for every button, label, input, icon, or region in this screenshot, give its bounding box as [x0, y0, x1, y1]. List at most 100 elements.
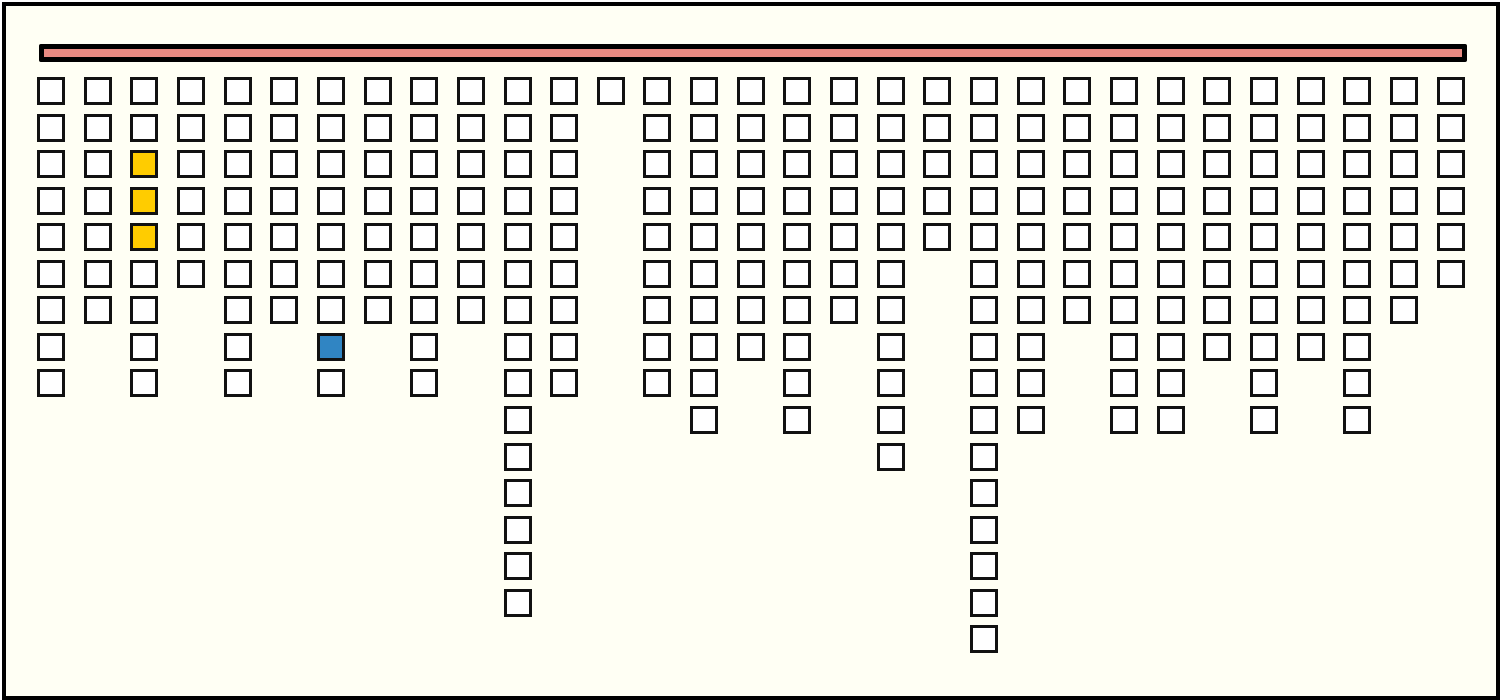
cell[interactable] — [923, 113, 952, 142]
cell[interactable] — [1296, 186, 1325, 215]
cell[interactable] — [1109, 77, 1138, 105]
cell[interactable] — [550, 332, 579, 361]
cell[interactable] — [363, 150, 392, 179]
cell[interactable] — [876, 296, 905, 325]
cell[interactable] — [1389, 150, 1418, 179]
cell[interactable] — [1156, 186, 1185, 215]
cell[interactable] — [643, 113, 672, 142]
cell[interactable] — [923, 77, 952, 105]
cell[interactable] — [1296, 77, 1325, 105]
cell[interactable] — [970, 552, 998, 581]
cell[interactable] — [643, 296, 672, 325]
cell[interactable] — [690, 186, 719, 215]
cell[interactable] — [1296, 332, 1325, 361]
cell[interactable] — [1016, 223, 1045, 252]
cell[interactable] — [410, 150, 439, 179]
cell[interactable] — [1109, 296, 1138, 325]
cell[interactable] — [690, 405, 719, 434]
cell[interactable] — [1156, 405, 1185, 434]
cell[interactable] — [176, 186, 205, 215]
cell[interactable] — [456, 113, 485, 142]
cell[interactable] — [503, 186, 532, 215]
cell[interactable] — [130, 259, 159, 288]
cell[interactable] — [1389, 296, 1418, 325]
cell[interactable] — [363, 223, 392, 252]
cell[interactable] — [1249, 332, 1278, 361]
cell[interactable] — [223, 296, 252, 325]
cell[interactable] — [83, 113, 112, 142]
cell[interactable] — [1203, 113, 1232, 142]
cell[interactable] — [1343, 259, 1372, 288]
cell[interactable] — [876, 186, 905, 215]
cell[interactable] — [1109, 186, 1138, 215]
cell[interactable] — [1436, 259, 1465, 288]
cell[interactable] — [736, 186, 765, 215]
cell[interactable] — [130, 113, 159, 142]
cell[interactable] — [550, 77, 579, 105]
cell[interactable] — [1296, 150, 1325, 179]
cell[interactable] — [1389, 186, 1418, 215]
cell[interactable] — [316, 150, 345, 179]
cell[interactable] — [316, 259, 345, 288]
cell[interactable] — [270, 223, 299, 252]
cell[interactable] — [363, 77, 392, 105]
cell[interactable] — [1436, 77, 1465, 105]
cell[interactable] — [1156, 369, 1185, 398]
cell-yellow[interactable] — [130, 223, 159, 252]
cell[interactable] — [1343, 405, 1372, 434]
cell[interactable] — [690, 113, 719, 142]
cell[interactable] — [410, 259, 439, 288]
cell[interactable] — [550, 223, 579, 252]
cell[interactable] — [223, 332, 252, 361]
cell[interactable] — [223, 77, 252, 105]
cell[interactable] — [363, 113, 392, 142]
cell[interactable] — [923, 150, 952, 179]
cell[interactable] — [690, 223, 719, 252]
cell[interactable] — [1063, 150, 1092, 179]
cell[interactable] — [1156, 223, 1185, 252]
cell[interactable] — [643, 369, 672, 398]
cell[interactable] — [1343, 296, 1372, 325]
cell[interactable] — [1016, 259, 1045, 288]
cell[interactable] — [830, 186, 859, 215]
cell[interactable] — [1436, 223, 1465, 252]
cell[interactable] — [1249, 223, 1278, 252]
cell[interactable] — [1156, 150, 1185, 179]
cell[interactable] — [1249, 405, 1278, 434]
cell[interactable] — [503, 259, 532, 288]
cell[interactable] — [503, 588, 532, 617]
cell[interactable] — [970, 442, 998, 471]
cell[interactable] — [736, 296, 765, 325]
cell[interactable] — [783, 77, 812, 105]
cell[interactable] — [1156, 296, 1185, 325]
cell[interactable] — [970, 296, 998, 325]
cell[interactable] — [316, 369, 345, 398]
cell[interactable] — [1109, 332, 1138, 361]
cell[interactable] — [1249, 113, 1278, 142]
cell[interactable] — [876, 405, 905, 434]
cell[interactable] — [270, 113, 299, 142]
cell[interactable] — [316, 186, 345, 215]
cell[interactable] — [83, 296, 112, 325]
cell[interactable] — [876, 150, 905, 179]
cell[interactable] — [37, 223, 65, 252]
cell[interactable] — [456, 223, 485, 252]
cell[interactable] — [1016, 113, 1045, 142]
cell[interactable] — [736, 150, 765, 179]
cell[interactable] — [1389, 77, 1418, 105]
cell[interactable] — [37, 369, 65, 398]
cell[interactable] — [1203, 223, 1232, 252]
cell[interactable] — [1343, 186, 1372, 215]
cell[interactable] — [876, 442, 905, 471]
cell[interactable] — [1016, 405, 1045, 434]
cell[interactable] — [270, 77, 299, 105]
cell[interactable] — [1156, 332, 1185, 361]
cell[interactable] — [83, 223, 112, 252]
cell[interactable] — [970, 479, 998, 508]
cell[interactable] — [1436, 113, 1465, 142]
cell[interactable] — [1109, 113, 1138, 142]
cell[interactable] — [410, 296, 439, 325]
cell[interactable] — [270, 150, 299, 179]
cell[interactable] — [970, 332, 998, 361]
cell[interactable] — [1389, 259, 1418, 288]
